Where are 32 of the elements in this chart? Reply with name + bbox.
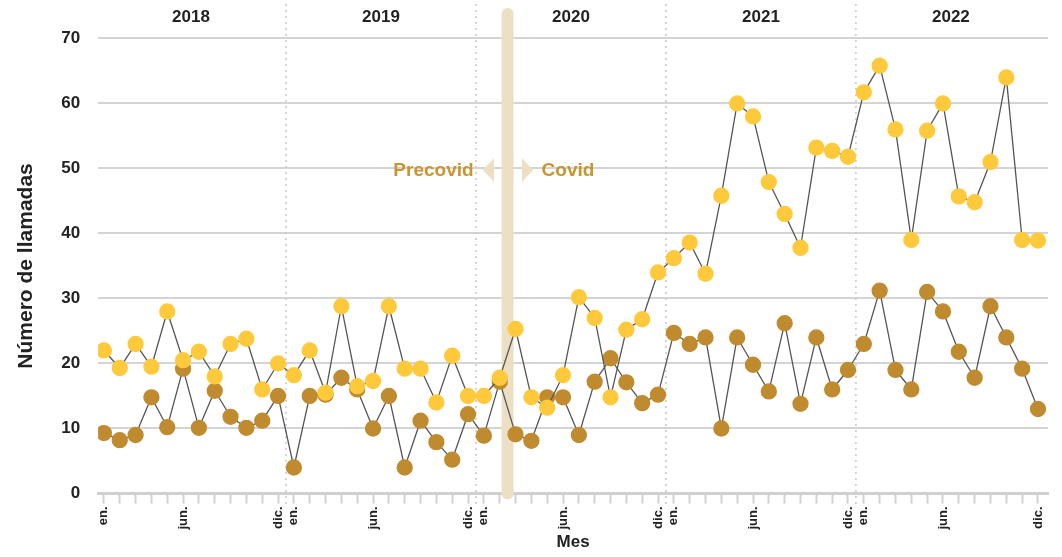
x-tick-label: jun. — [744, 506, 760, 531]
y-tick-label: 0 — [70, 483, 81, 503]
y-tick-label: 50 — [61, 158, 81, 178]
x-tick-label: dic. — [649, 506, 665, 529]
annotation: Precovid — [393, 158, 474, 180]
annotation: Covid — [541, 158, 595, 180]
y-axis-title: Número de llamadas — [13, 163, 37, 369]
x-tick-label: en. — [285, 506, 301, 526]
y-tick-label: 70 — [61, 28, 81, 48]
x-tick-label: jun. — [364, 506, 380, 531]
x2-tick-label: 2020 — [552, 6, 590, 26]
x-tick-label: dic. — [1029, 506, 1045, 529]
x-tick-label: en. — [95, 506, 111, 526]
x-tick-label: dic. — [459, 506, 475, 529]
x-axis-title: Mes — [556, 532, 590, 552]
x-tick-label: en. — [665, 506, 681, 526]
x2-tick-label: 2022 — [931, 6, 970, 26]
x2-tick-label: 2021 — [742, 6, 780, 26]
y-tick-label: 40 — [61, 223, 81, 243]
x-tick-label: jun. — [554, 506, 570, 531]
x-tick-label: dic. — [839, 506, 855, 529]
y-tick-label: 10 — [61, 418, 81, 438]
x-tick-label: en. — [475, 506, 491, 526]
y-tick-label: 60 — [61, 93, 81, 113]
x2-tick-label: 2018 — [172, 6, 210, 26]
x-tick-label: en. — [855, 506, 871, 526]
x2-tick-label: 2019 — [362, 6, 400, 26]
x-tick-label: jun. — [934, 506, 950, 531]
x-tick-label: dic. — [269, 506, 285, 529]
y-tick-label: 30 — [61, 288, 81, 308]
x-tick-label: jun. — [174, 506, 190, 531]
y-tick-label: 20 — [61, 353, 81, 373]
